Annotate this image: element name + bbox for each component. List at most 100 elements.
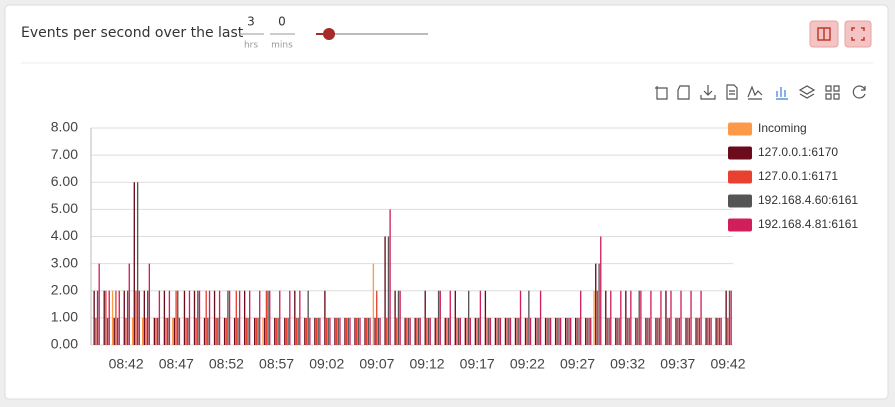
x-tick-label: 09:27: [560, 356, 595, 372]
bar: [269, 290, 271, 345]
bar: [113, 317, 115, 345]
tool-zoom[interactable]: [655, 86, 668, 100]
bar: [339, 317, 341, 345]
bar: [439, 290, 441, 345]
y-tick-label: 8.00: [51, 119, 78, 135]
slider-thumb[interactable]: [323, 28, 335, 40]
bar: [534, 317, 537, 345]
bar: [95, 317, 97, 345]
bar: [135, 290, 137, 345]
bar: [720, 317, 722, 345]
bar: [148, 263, 151, 345]
x-tick-label: 09:32: [610, 356, 645, 372]
bar: [434, 317, 436, 345]
legend-swatch: [728, 146, 752, 160]
bar: [354, 317, 356, 345]
bar: [648, 317, 650, 345]
bar: [294, 290, 296, 345]
tool-bar[interactable]: [776, 87, 788, 100]
bar: [106, 317, 109, 345]
x-tick-label: 09:42: [710, 356, 745, 372]
bar: [267, 290, 269, 345]
bar: [409, 317, 411, 345]
bar: [687, 317, 689, 345]
tool-restore[interactable]: [852, 85, 866, 99]
bar: [536, 317, 538, 345]
bar: [193, 290, 196, 345]
bar: [227, 290, 229, 345]
bar: [688, 317, 691, 345]
bar: [153, 317, 156, 345]
bar: [685, 317, 687, 345]
bar: [600, 236, 602, 345]
x-tick-label: 08:42: [109, 356, 144, 372]
bar: [108, 290, 110, 345]
bar: [349, 317, 351, 345]
bar: [660, 290, 662, 345]
bar: [506, 317, 508, 345]
bar: [319, 317, 321, 345]
bar: [484, 290, 487, 345]
tool-tiled[interactable]: [825, 85, 840, 100]
bar: [708, 317, 711, 345]
bar: [728, 290, 731, 345]
bar: [437, 290, 440, 345]
bar: [626, 317, 629, 345]
bar: [668, 317, 670, 345]
legend-swatch: [728, 194, 752, 208]
bar: [544, 317, 547, 345]
bar: [309, 317, 311, 345]
y-tick-label: 4.00: [51, 227, 78, 243]
bar: [285, 317, 288, 345]
bar: [549, 317, 552, 345]
bar: [519, 290, 522, 345]
bar: [247, 317, 249, 345]
tool-data-view[interactable]: [726, 84, 738, 100]
bar: [138, 290, 140, 345]
bar: [717, 317, 719, 345]
bar: [414, 317, 416, 345]
bar: [476, 317, 478, 345]
bar: [295, 317, 298, 345]
bar: [264, 317, 266, 345]
minutes-input[interactable]: 0: [278, 15, 286, 29]
bar: [384, 236, 386, 345]
bar: [499, 317, 502, 345]
tool-download[interactable]: [700, 85, 716, 100]
bar: [305, 317, 308, 345]
bar: [103, 290, 105, 345]
bar: [359, 317, 361, 345]
bar: [265, 290, 268, 345]
bar: [468, 290, 470, 345]
bar: [588, 317, 590, 345]
bar: [705, 317, 707, 345]
bar: [284, 317, 286, 345]
tool-line[interactable]: [747, 85, 763, 100]
fullscreen-button[interactable]: [844, 20, 872, 48]
bar: [218, 290, 221, 345]
bar: [287, 317, 289, 345]
bar: [698, 317, 701, 345]
bar: [329, 317, 331, 345]
tool-zoom-reset[interactable]: [677, 85, 690, 100]
bar: [558, 317, 560, 345]
bar: [670, 290, 672, 345]
bar: [568, 317, 570, 345]
bar: [620, 290, 622, 345]
bar: [315, 317, 318, 345]
bar: [217, 317, 219, 345]
hours-input[interactable]: 3: [247, 15, 255, 29]
legend-label: 127.0.0.1:6171: [758, 169, 838, 183]
bar: [489, 317, 492, 345]
bar: [366, 317, 368, 345]
bar: [508, 317, 510, 345]
bar: [136, 182, 139, 345]
x-tick-label: 09:12: [410, 356, 445, 372]
bar: [576, 317, 579, 345]
bar: [344, 317, 346, 345]
bar: [215, 317, 217, 345]
x-tick-label: 09:37: [660, 356, 695, 372]
tool-stack[interactable]: [798, 85, 816, 99]
bar: [605, 290, 607, 345]
bar: [141, 317, 144, 345]
